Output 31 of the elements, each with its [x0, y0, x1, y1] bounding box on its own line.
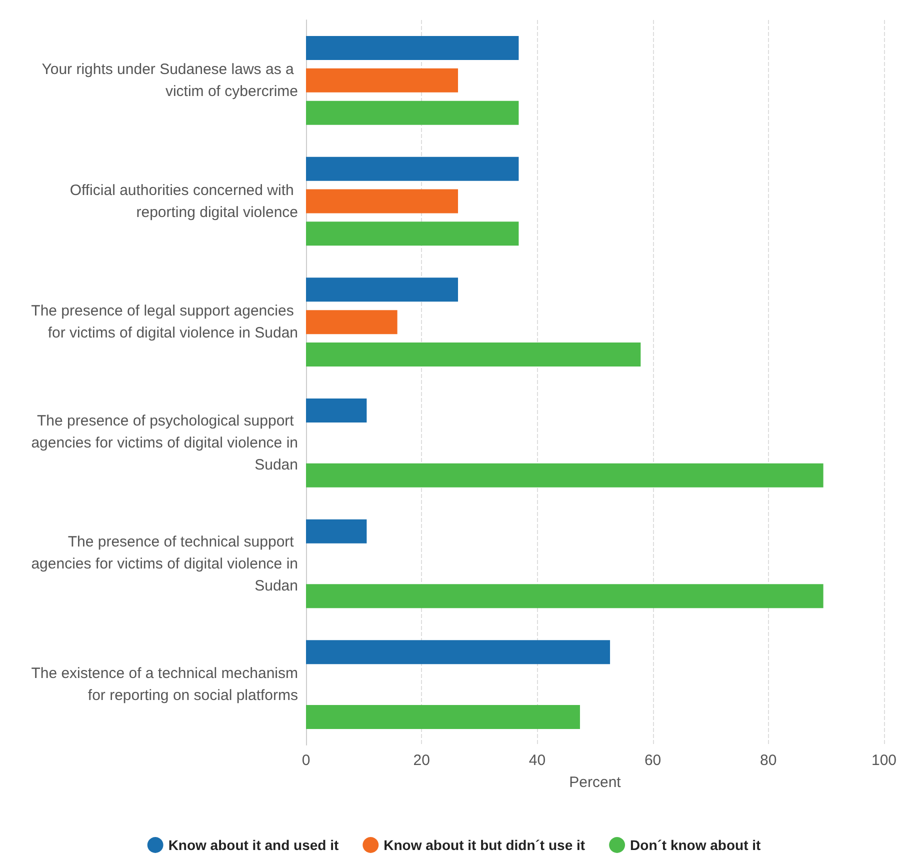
bar — [306, 463, 824, 488]
x-tick-label: 40 — [528, 752, 546, 769]
x-tick-label: 80 — [760, 752, 777, 769]
y-tick-label: The presence of technical support agencies for victims of digital violence in Sudan — [31, 533, 298, 594]
bar — [306, 310, 398, 334]
bar — [306, 519, 367, 544]
bar — [306, 222, 519, 246]
y-tick-label: Official authorities concerned with reporting digital violence — [70, 182, 298, 221]
bar — [306, 342, 641, 366]
y-tick-label: The presence of psychological support agencies for victims of digital violence in Sudan — [31, 412, 298, 474]
bar — [306, 189, 458, 214]
bar — [306, 100, 519, 125]
bar — [306, 278, 458, 302]
legend-label: Don´t know about it — [630, 837, 762, 853]
bar — [306, 704, 580, 729]
legend-label: Know about it but didn´t use it — [384, 837, 586, 853]
bar — [306, 640, 610, 664]
legend-label: Know about it and used it — [168, 837, 339, 853]
y-tick-label: Your rights under Sudanese laws as a victim of cybercrime — [42, 60, 298, 100]
y-tick-label: The existence of a technical mechanism for reporting on social platforms — [31, 665, 298, 704]
bar — [306, 36, 519, 60]
x-tick-label: 20 — [413, 752, 430, 769]
x-tick-label: 0 — [302, 752, 310, 769]
x-axis-title: Percent — [569, 774, 622, 791]
bar — [306, 156, 519, 181]
bar — [306, 398, 367, 423]
bar — [306, 68, 458, 92]
bar — [306, 584, 824, 608]
y-tick-label: The presence of legal support agencies for victims of digital violence in Sudan — [31, 302, 298, 342]
x-tick-label: 60 — [644, 752, 662, 769]
x-tick-label: 100 — [871, 752, 897, 769]
